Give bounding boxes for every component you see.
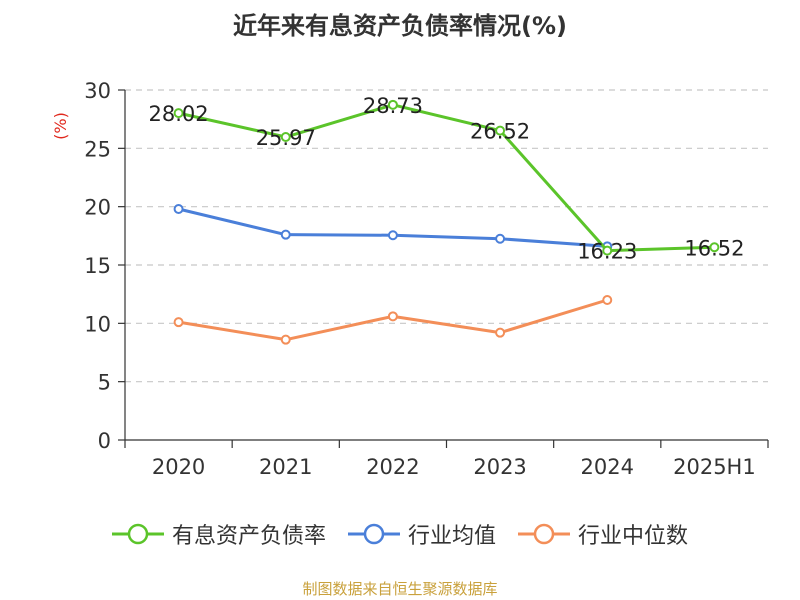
- data-point: [387, 230, 398, 241]
- legend-label: 行业中位数: [578, 524, 689, 549]
- x-tick-label: 2022: [366, 455, 419, 479]
- data-label: 28.73: [363, 94, 423, 118]
- y-tick-label: 25: [84, 137, 111, 161]
- data-point: [387, 99, 398, 110]
- y-tick-label: 15: [84, 254, 111, 278]
- y-tick-label: 30: [84, 79, 111, 103]
- source-note: 制图数据来自恒生聚源数据库: [302, 580, 498, 598]
- legend-item[interactable]: 有息资产负债率: [111, 518, 326, 550]
- x-tick-label: 2023: [473, 455, 526, 479]
- data-point: [280, 334, 291, 345]
- legend-swatch-icon: [347, 523, 400, 545]
- legend-label: 有息资产负债率: [171, 524, 326, 549]
- data-point: [387, 311, 398, 322]
- chart-title: 近年来有息资产负债率情况(%): [233, 12, 567, 40]
- legend-swatch-icon: [111, 523, 164, 545]
- y-axis-label: (%): [51, 112, 70, 140]
- x-tick-label: 2024: [581, 455, 634, 479]
- legend-marker: [533, 523, 555, 545]
- data-label: 28.02: [149, 102, 209, 126]
- legend-swatch-icon: [518, 523, 570, 545]
- data-point: [173, 317, 184, 328]
- data-point: [495, 233, 506, 244]
- data-point: [495, 327, 506, 338]
- data-point: [602, 295, 613, 305]
- legend-marker: [127, 523, 149, 545]
- y-tick-label: 20: [84, 196, 111, 220]
- x-tick-label: 2020: [152, 455, 205, 479]
- y-tick-label: 0: [98, 429, 111, 453]
- legend-item[interactable]: 行业均值: [347, 518, 496, 550]
- legend-item[interactable]: 行业中位数: [518, 518, 688, 550]
- data-label: 26.52: [470, 120, 530, 144]
- legend-marker: [363, 523, 385, 545]
- data-point: [709, 242, 720, 253]
- x-tick-label: 2025H1: [673, 455, 756, 479]
- data-point: [173, 204, 184, 214]
- data-point: [173, 108, 184, 119]
- data-label: 16.52: [684, 236, 744, 260]
- series-line: [178, 207, 608, 248]
- chart-legend: 有息资产负债率 行业均值 行业中位数: [0, 518, 800, 550]
- y-tick-label: 5: [98, 371, 111, 395]
- series-line: [178, 103, 715, 253]
- data-point: [280, 229, 291, 240]
- data-point: [602, 245, 613, 256]
- legend-label: 行业均值: [407, 524, 496, 549]
- y-tick-label: 10: [84, 312, 111, 336]
- data-point: [280, 132, 291, 143]
- data-label: 16.23: [577, 240, 637, 264]
- x-tick-label: 2021: [259, 455, 312, 479]
- data-point: [495, 125, 506, 136]
- data-label: 25.97: [256, 126, 316, 150]
